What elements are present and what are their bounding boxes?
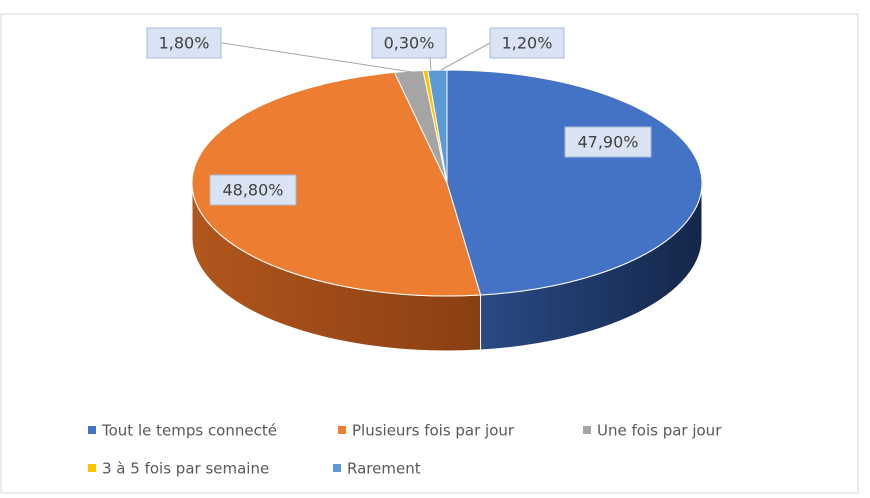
- label-box: [564, 126, 652, 158]
- legend-swatch: [88, 464, 96, 472]
- label-box: [489, 27, 565, 59]
- data-label: 1,20%: [502, 34, 553, 53]
- label-box: [209, 174, 297, 206]
- legend-swatch: [583, 426, 591, 434]
- leader-line: [440, 42, 491, 71]
- label-box: [146, 27, 222, 59]
- legend-label: Tout le temps connecté: [101, 422, 277, 440]
- legend-label: 3 à 5 fois par semaine: [102, 460, 269, 478]
- slice: [191, 71, 482, 297]
- legend-label: Rarement: [347, 460, 421, 478]
- label-box: [371, 27, 447, 59]
- chart-frame: [0, 13, 859, 494]
- data-label: 48,80%: [222, 181, 283, 200]
- leader-line: [221, 42, 413, 73]
- data-label: 47,90%: [577, 133, 638, 152]
- legend-label: Plusieurs fois par jour: [352, 422, 515, 440]
- data-label: 1,80%: [159, 34, 210, 53]
- legend-label: Une fois par jour: [597, 422, 722, 440]
- data-label: 0,30%: [384, 34, 435, 53]
- legend-swatch: [88, 426, 96, 434]
- slice: [446, 69, 703, 296]
- legend-swatch: [333, 464, 341, 472]
- legend-swatch: [338, 426, 346, 434]
- slice: [427, 69, 448, 184]
